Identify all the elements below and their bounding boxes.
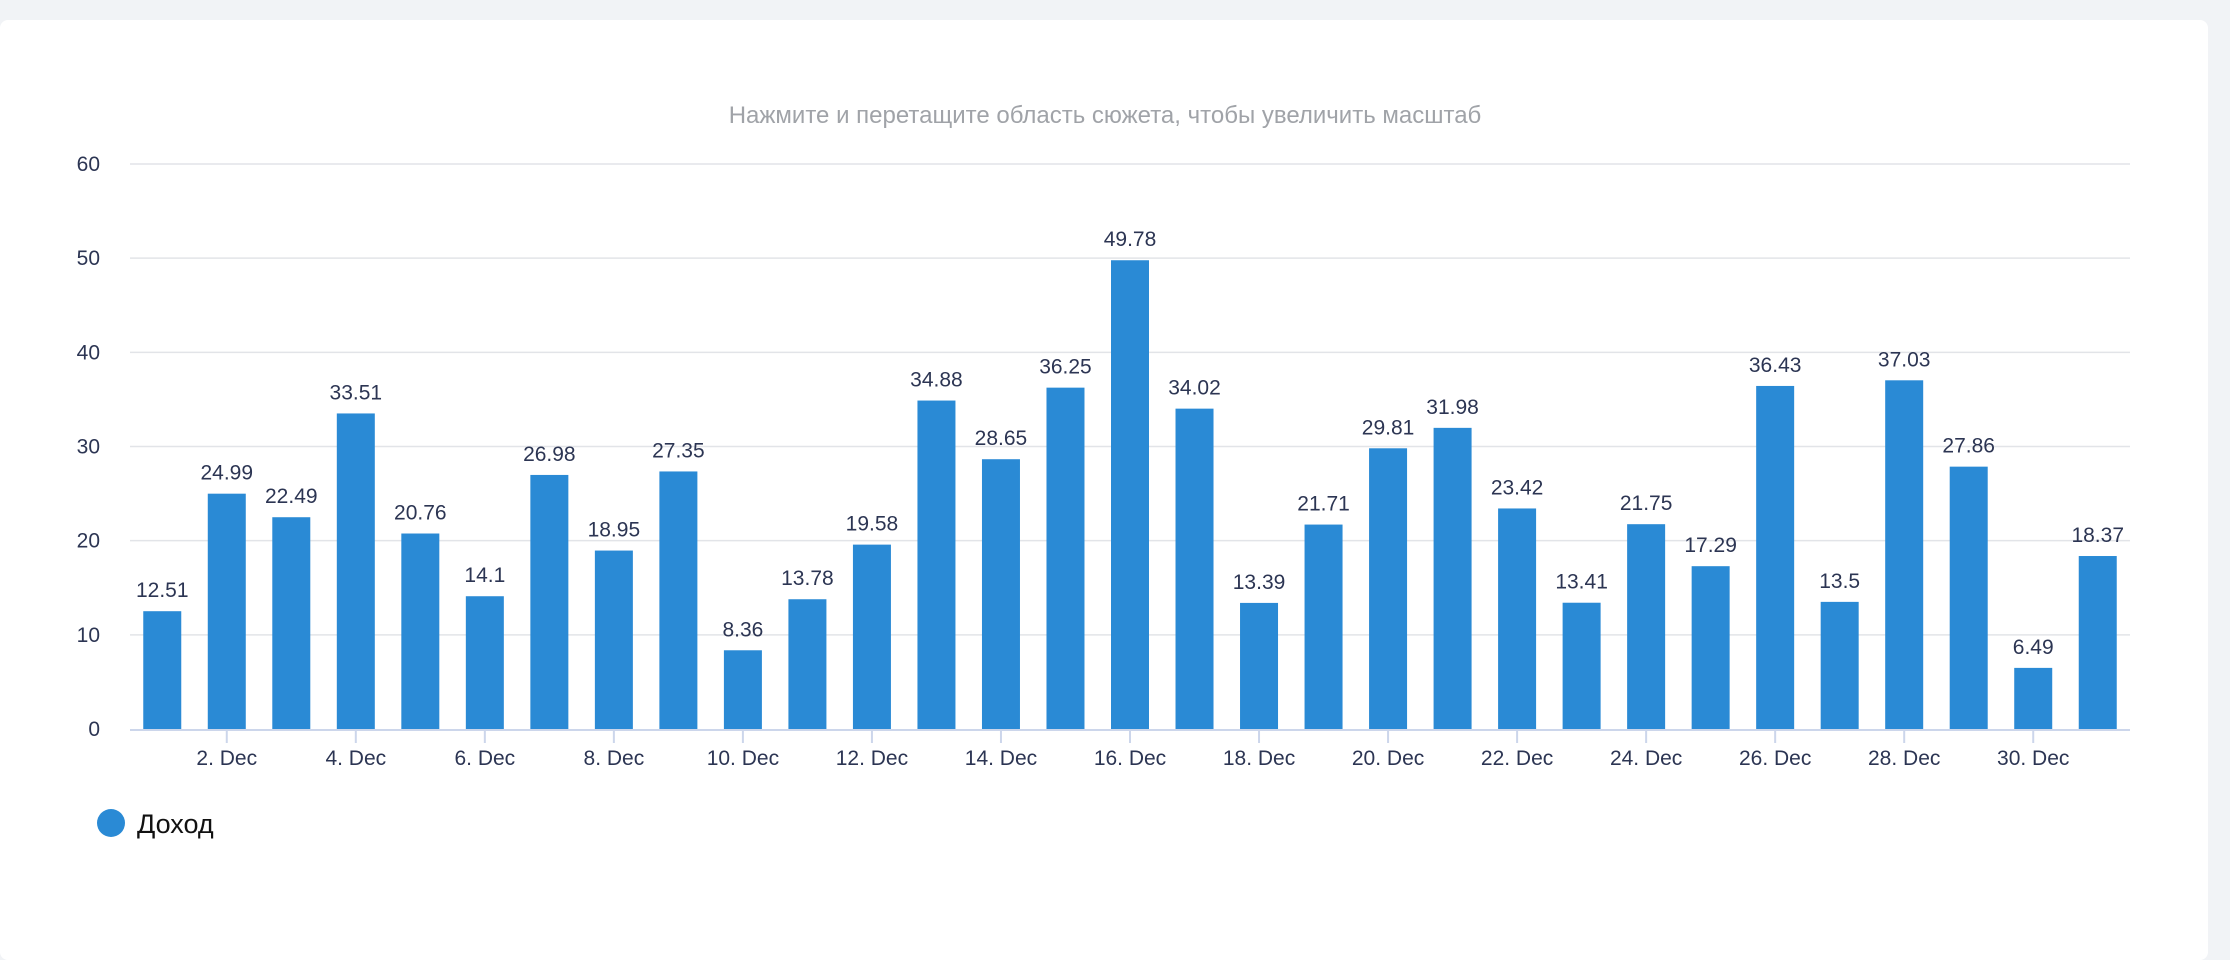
bar[interactable] [1691,566,1730,729]
x-tick-label: 6. Dec [454,747,515,770]
data-label: 14.1 [464,564,505,587]
x-tick-label: 16. Dec [1094,747,1166,770]
x-tick-label: 28. Dec [1868,747,1940,770]
x-tick-label: 8. Dec [584,747,645,770]
bar[interactable] [1304,524,1343,729]
legend[interactable]: Доход [97,809,214,839]
bar[interactable] [1562,602,1601,729]
y-tick-label: 30 [77,436,100,459]
data-label: 20.76 [394,502,447,525]
data-label: 18.95 [588,519,641,542]
bar[interactable] [723,650,762,729]
bar[interactable] [1627,524,1666,729]
data-label: 22.49 [265,485,318,508]
x-tick-label: 14. Dec [965,747,1037,770]
bar[interactable] [272,517,311,729]
x-tick-label: 20. Dec [1352,747,1424,770]
bar[interactable] [1240,602,1279,729]
data-label: 23.42 [1491,476,1544,499]
data-label: 31.98 [1426,396,1479,419]
x-tick-label: 2. Dec [196,747,257,770]
data-label: 21.75 [1620,492,1673,515]
y-tick-label: 40 [77,341,100,364]
data-label: 37.03 [1878,348,1931,371]
bar[interactable] [1820,601,1859,729]
x-tick-label: 12. Dec [836,747,908,770]
bar[interactable] [1756,385,1795,729]
bar[interactable] [401,533,440,729]
data-label: 21.71 [1297,493,1350,516]
bar[interactable] [1885,380,1924,729]
y-tick-label: 20 [77,530,100,553]
bar-chart[interactable]: Нажмите и перетащите область сюжета, что… [0,20,2230,938]
data-label: 28.65 [975,427,1028,450]
data-label: 26.98 [523,443,576,466]
bar[interactable] [1046,387,1085,729]
y-tick-label: 0 [88,718,100,741]
data-label: 24.99 [200,462,253,485]
bar[interactable] [1369,448,1408,729]
data-label: 27.86 [1942,435,1995,458]
bar[interactable] [1433,427,1472,729]
bar[interactable] [1949,466,1988,729]
chart-card: Нажмите и перетащите область сюжета, что… [0,20,2208,960]
y-tick-label: 10 [77,624,100,647]
y-tick-label: 60 [77,153,100,176]
data-label: 13.39 [1233,571,1286,594]
x-tick-label: 10. Dec [707,747,779,770]
x-tick-label: 30. Dec [1997,747,2069,770]
data-label: 27.35 [652,439,705,462]
x-tick-label: 24. Dec [1610,747,1682,770]
bar[interactable] [2078,556,2117,729]
data-label: 34.88 [910,369,963,392]
data-label: 36.25 [1039,356,1092,379]
chart-subtitle: Нажмите и перетащите область сюжета, что… [729,102,1482,129]
data-label: 36.43 [1749,354,1802,377]
data-label: 17.29 [1684,534,1737,557]
data-label: 33.51 [330,381,383,404]
x-tick-label: 18. Dec [1223,747,1295,770]
bar[interactable] [1111,260,1149,729]
bar[interactable] [1175,408,1214,729]
bar[interactable] [917,400,956,729]
bar[interactable] [2014,667,2053,729]
bar[interactable] [788,599,827,729]
data-label: 6.49 [2013,636,2054,659]
bar[interactable] [530,474,569,729]
bar[interactable] [594,550,633,729]
data-label: 49.78 [1104,228,1157,251]
data-label: 19.58 [846,513,899,536]
legend-marker [97,809,125,837]
bar[interactable] [336,413,375,729]
bar[interactable] [981,459,1020,729]
bar[interactable] [852,544,891,729]
data-label: 8.36 [722,618,763,641]
bar[interactable] [207,493,246,729]
y-tick-label: 50 [77,247,100,270]
bar[interactable] [465,596,504,729]
data-label: 29.81 [1362,416,1415,439]
legend-label[interactable]: Доход [137,809,214,839]
data-label: 12.51 [136,579,189,602]
data-label: 13.5 [1819,570,1860,593]
bar[interactable] [143,611,182,729]
data-label: 13.41 [1555,571,1608,594]
data-label: 13.78 [781,567,834,590]
x-tick-label: 4. Dec [325,747,386,770]
data-label: 34.02 [1168,377,1221,400]
data-label: 18.37 [2071,524,2124,547]
bar[interactable] [659,471,698,729]
x-tick-label: 22. Dec [1481,747,1553,770]
x-tick-label: 26. Dec [1739,747,1811,770]
bar[interactable] [1498,508,1537,729]
